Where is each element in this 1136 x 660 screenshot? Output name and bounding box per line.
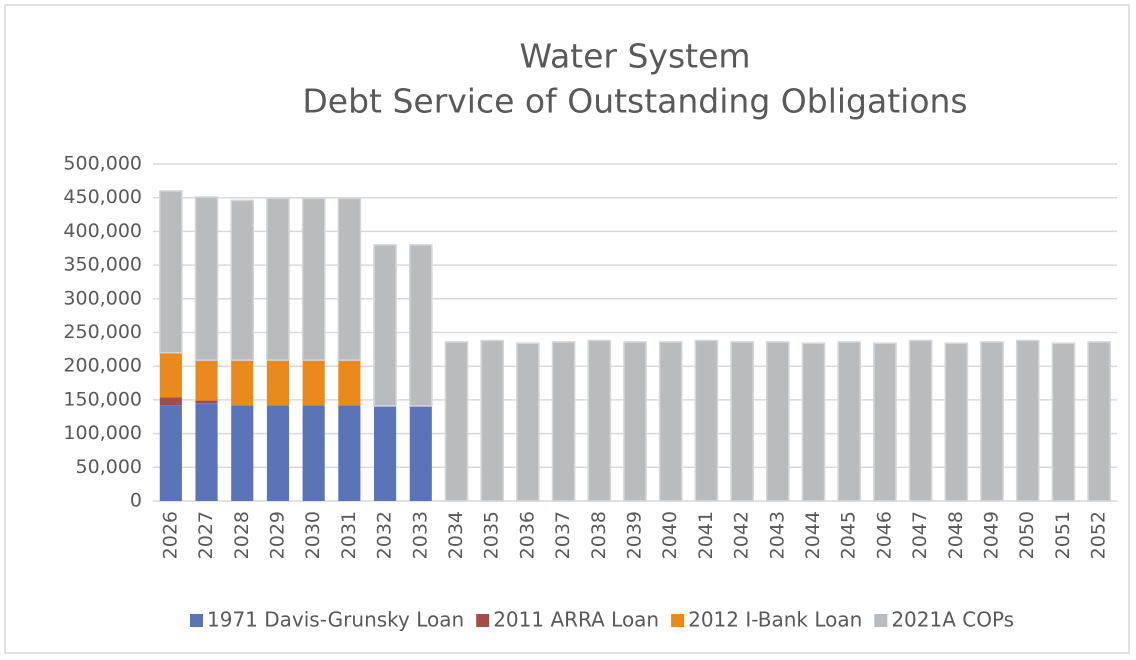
y-tick-label: 350,000 xyxy=(63,254,142,276)
bar-segment xyxy=(623,341,647,502)
legend-swatch xyxy=(476,614,490,627)
y-tick-label: 150,000 xyxy=(63,388,142,410)
bar-segment xyxy=(837,341,862,502)
bar-segment xyxy=(301,197,326,361)
bar-segment xyxy=(374,405,397,501)
bar-segment xyxy=(195,403,218,501)
bar-segment xyxy=(516,342,540,502)
bar-segment xyxy=(908,339,933,502)
x-tick-label: 2027 xyxy=(195,511,217,559)
x-tick-label: 2050 xyxy=(1016,511,1038,559)
legend-swatch xyxy=(671,614,685,627)
bar-segment xyxy=(587,339,612,502)
x-tick-label: 2043 xyxy=(766,511,788,559)
x-tick-label: 2039 xyxy=(624,511,646,559)
bar-segment xyxy=(230,199,255,361)
bar-segment xyxy=(694,339,719,502)
x-tick-label: 2029 xyxy=(266,511,288,559)
legend-swatch xyxy=(874,614,888,627)
y-tick-label: 450,000 xyxy=(63,186,142,208)
x-tick-label: 2034 xyxy=(445,511,467,559)
bar-segment xyxy=(801,342,826,502)
bar-segment xyxy=(373,244,397,407)
bar-segment xyxy=(159,405,182,501)
x-tick-label: 2042 xyxy=(731,511,753,559)
bar-segment xyxy=(730,341,754,502)
bar-segment xyxy=(302,405,325,501)
chart-title: Water System xyxy=(519,37,750,76)
x-tick-label: 2036 xyxy=(516,511,538,559)
x-tick-label: 2037 xyxy=(552,511,574,559)
y-tick-label: 0 xyxy=(130,490,142,512)
x-tick-label: 2040 xyxy=(659,511,681,559)
bar-segment xyxy=(231,360,254,406)
y-tick-label: 250,000 xyxy=(63,321,142,343)
bar-segment xyxy=(338,405,361,501)
bar-segment xyxy=(551,341,576,502)
bar-segment xyxy=(944,342,969,502)
x-tick-label: 2026 xyxy=(159,511,181,559)
x-tick-label: 2032 xyxy=(374,511,396,559)
x-tick-label: 2031 xyxy=(338,511,360,559)
y-tick-label: 500,000 xyxy=(63,153,142,175)
x-tick-label: 2038 xyxy=(588,511,610,559)
chart-title: Debt Service of Outstanding Obligations xyxy=(302,82,967,121)
legend-swatch xyxy=(190,614,203,627)
x-tick-label: 2035 xyxy=(481,511,503,559)
bar-segment xyxy=(266,405,290,501)
legend-label: 2012 I-Bank Loan xyxy=(688,608,862,632)
x-tick-label: 2033 xyxy=(409,511,431,559)
bar-segment xyxy=(194,196,219,361)
x-tick-label: 2046 xyxy=(873,511,895,559)
bar-segment xyxy=(159,397,182,406)
legend-label: 2021A COPs xyxy=(891,608,1014,632)
y-tick-label: 400,000 xyxy=(63,220,142,242)
bar-segment xyxy=(266,197,290,361)
bar-segment xyxy=(480,339,505,502)
y-tick-label: 300,000 xyxy=(63,287,142,309)
bar-segment xyxy=(1051,342,1076,502)
bar-segment xyxy=(266,360,290,406)
x-tick-label: 2052 xyxy=(1088,511,1110,559)
x-tick-label: 2041 xyxy=(695,511,717,559)
bar-segment xyxy=(980,341,1004,502)
x-tick-label: 2051 xyxy=(1052,511,1074,559)
x-tick-label: 2049 xyxy=(981,511,1003,559)
bar-segment xyxy=(765,341,790,502)
bar-segment xyxy=(195,400,218,404)
y-tick-label: 200,000 xyxy=(63,355,142,377)
legend-label: 2011 ARRA Loan xyxy=(493,608,659,632)
x-tick-label: 2030 xyxy=(302,511,324,559)
bar-segment xyxy=(408,244,433,407)
bar-segment xyxy=(337,197,362,361)
chart-frame xyxy=(4,4,1130,654)
y-tick-label: 100,000 xyxy=(63,422,142,444)
bar-segment xyxy=(159,190,183,354)
y-tick-label: 50,000 xyxy=(76,456,142,478)
x-tick-label: 2028 xyxy=(231,511,253,559)
bar-segment xyxy=(195,360,218,401)
bar-segment xyxy=(302,360,325,406)
x-tick-label: 2047 xyxy=(909,511,931,559)
x-tick-label: 2044 xyxy=(802,511,824,559)
bar-segment xyxy=(658,341,683,502)
legend-label: 1971 Davis-Grunsky Loan xyxy=(207,608,464,632)
bar-segment xyxy=(231,405,254,501)
bar-segment xyxy=(338,360,361,406)
bar-segment xyxy=(159,352,182,398)
bar-segment xyxy=(1015,339,1040,502)
bar-segment xyxy=(873,342,897,502)
bar-segment xyxy=(1087,341,1111,502)
bar-segment xyxy=(409,405,432,501)
x-tick-label: 2048 xyxy=(945,511,967,559)
bar-segment xyxy=(444,341,469,502)
x-tick-label: 2045 xyxy=(838,511,860,559)
